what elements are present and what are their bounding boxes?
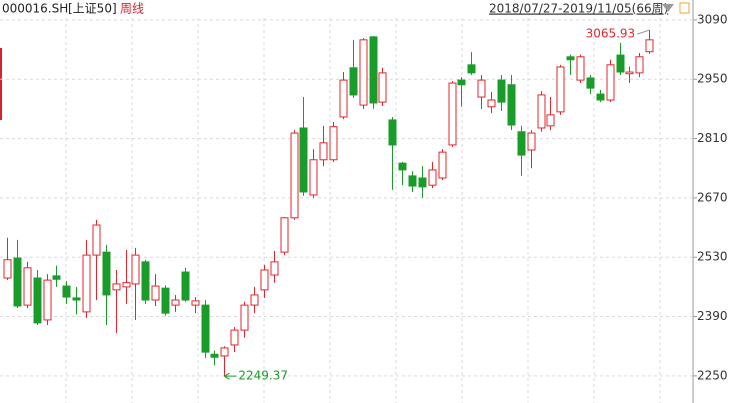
candle-body: [62, 285, 71, 298]
candle-body: [280, 217, 289, 253]
candle-body: [527, 132, 536, 151]
candle-body: [270, 261, 279, 276]
candle-body: [566, 56, 575, 61]
candle-body: [201, 304, 210, 353]
candle-body: [82, 254, 91, 313]
y-tick-label: 2250: [697, 368, 728, 382]
candle-body: [3, 259, 12, 279]
candle-body: [378, 72, 387, 103]
candle-body: [13, 257, 22, 307]
candle-body: [72, 297, 81, 301]
candle-body: [102, 251, 111, 296]
low-annotation: 2249.37: [238, 369, 288, 383]
candle-body: [309, 159, 318, 196]
candle-body: [635, 56, 644, 74]
date-range[interactable]: 2018/07/27-2019/11/05(66周): [489, 2, 668, 16]
candle-body: [596, 93, 605, 101]
candle-body: [537, 94, 546, 129]
symbol: 000016.SH: [2, 2, 68, 16]
candle-body: [398, 162, 407, 171]
candle-body: [329, 126, 338, 161]
candle-body: [467, 64, 476, 74]
candle-body: [497, 79, 506, 103]
annotation-leader: [637, 29, 650, 35]
candle-body: [230, 329, 239, 346]
candle-body: [181, 271, 190, 301]
y-tick-label: 3090: [697, 12, 728, 26]
candle-body: [438, 151, 447, 179]
settings-icon[interactable]: [679, 2, 690, 14]
candle-body: [477, 79, 486, 98]
candle-body: [606, 64, 615, 101]
candle-body: [448, 82, 457, 146]
candle-body: [23, 267, 32, 306]
candle-body: [290, 132, 299, 219]
dropdown-icon[interactable]: [662, 4, 674, 12]
candle-body: [210, 353, 219, 358]
candle-body: [319, 142, 328, 161]
candle-body: [112, 283, 121, 291]
candle-body: [625, 71, 634, 75]
y-tick-label: 2810: [697, 131, 728, 145]
candle-body: [556, 66, 565, 113]
high-annotation: 3065.93: [586, 27, 636, 41]
y-tick-label: 2390: [697, 309, 728, 323]
candle-body: [220, 347, 229, 357]
candle-body: [191, 300, 200, 306]
candle-body: [299, 127, 308, 193]
candle-body: [616, 54, 625, 73]
period: 周线: [120, 2, 144, 16]
candle-body: [388, 119, 397, 146]
candle-body: [250, 294, 259, 306]
candle-body: [349, 67, 358, 96]
y-tick-label: 2530: [697, 250, 728, 264]
candle-body: [369, 36, 378, 104]
candle-body: [151, 285, 160, 301]
candle-body: [487, 99, 496, 108]
candle-body: [339, 79, 348, 118]
candle-body: [576, 56, 585, 81]
annotation-arrow: [224, 372, 237, 380]
candle-body: [546, 114, 555, 127]
candle-body: [359, 39, 368, 106]
candle-body: [131, 254, 140, 285]
candle-body: [92, 224, 101, 256]
candle-body: [141, 261, 150, 301]
candle-body: [33, 277, 42, 324]
candle-body: [240, 304, 249, 331]
candle-body: [161, 287, 170, 314]
candle-body: [171, 299, 180, 306]
candle-body: [586, 77, 595, 89]
side-marker: [0, 48, 2, 120]
candle-body: [645, 39, 654, 53]
candle-body: [122, 282, 131, 288]
candle-body: [507, 84, 516, 126]
candle-body: [260, 269, 269, 291]
candle-body: [43, 279, 52, 321]
y-tick-label: 2670: [697, 190, 728, 204]
y-tick-label: 2950: [697, 72, 728, 86]
candle-body: [428, 169, 437, 186]
candle-body: [418, 177, 427, 188]
market: [上证50]: [68, 2, 117, 16]
candle-body: [408, 175, 417, 187]
candle-body: [52, 275, 61, 280]
candle-body: [517, 131, 526, 156]
candle-body: [457, 79, 466, 86]
